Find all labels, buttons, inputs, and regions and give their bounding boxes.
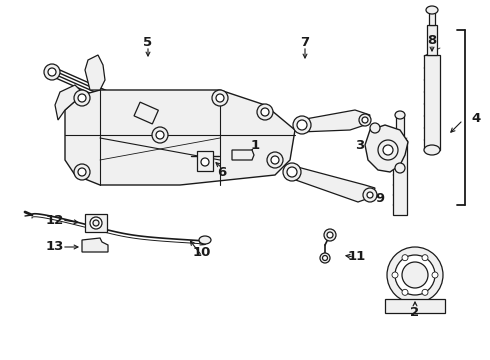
Text: 6: 6 bbox=[218, 166, 227, 179]
Polygon shape bbox=[65, 90, 295, 185]
Ellipse shape bbox=[199, 236, 211, 244]
Ellipse shape bbox=[402, 255, 408, 261]
Bar bbox=[396, 115, 404, 140]
Bar bbox=[429, 10, 435, 25]
Text: 11: 11 bbox=[348, 251, 366, 264]
Text: 12: 12 bbox=[46, 213, 64, 226]
Bar bbox=[85, 214, 107, 232]
Ellipse shape bbox=[212, 90, 228, 106]
Text: 10: 10 bbox=[193, 246, 211, 258]
Ellipse shape bbox=[422, 255, 428, 261]
Ellipse shape bbox=[402, 262, 428, 288]
Ellipse shape bbox=[362, 117, 368, 123]
Ellipse shape bbox=[424, 145, 440, 155]
Text: 8: 8 bbox=[427, 33, 437, 46]
Ellipse shape bbox=[387, 247, 443, 303]
Bar bbox=[197, 151, 213, 171]
Ellipse shape bbox=[320, 253, 330, 263]
Ellipse shape bbox=[422, 289, 428, 295]
Polygon shape bbox=[295, 110, 370, 132]
Ellipse shape bbox=[74, 90, 90, 106]
Text: 5: 5 bbox=[144, 36, 152, 49]
Ellipse shape bbox=[48, 68, 56, 76]
Polygon shape bbox=[82, 238, 108, 252]
Ellipse shape bbox=[327, 232, 333, 238]
Ellipse shape bbox=[322, 256, 327, 261]
Ellipse shape bbox=[261, 108, 269, 116]
Ellipse shape bbox=[370, 123, 380, 133]
Polygon shape bbox=[85, 55, 105, 90]
Ellipse shape bbox=[78, 168, 86, 176]
Polygon shape bbox=[134, 102, 158, 124]
Text: 2: 2 bbox=[411, 306, 419, 319]
Text: 9: 9 bbox=[375, 192, 385, 204]
Ellipse shape bbox=[90, 217, 102, 229]
Bar bbox=[424, 55, 440, 150]
Ellipse shape bbox=[156, 131, 164, 139]
Bar bbox=[427, 25, 437, 55]
Ellipse shape bbox=[74, 164, 90, 180]
Polygon shape bbox=[286, 165, 375, 202]
Ellipse shape bbox=[426, 6, 438, 14]
Ellipse shape bbox=[287, 167, 297, 177]
Text: 4: 4 bbox=[471, 112, 481, 125]
Ellipse shape bbox=[392, 272, 398, 278]
Ellipse shape bbox=[293, 116, 311, 134]
Ellipse shape bbox=[324, 229, 336, 241]
Ellipse shape bbox=[283, 163, 301, 181]
Text: 1: 1 bbox=[250, 139, 260, 152]
Polygon shape bbox=[232, 150, 254, 160]
Ellipse shape bbox=[216, 94, 224, 102]
Text: 7: 7 bbox=[300, 36, 310, 49]
Ellipse shape bbox=[78, 94, 86, 102]
Ellipse shape bbox=[367, 192, 373, 198]
Ellipse shape bbox=[271, 156, 279, 164]
Ellipse shape bbox=[359, 114, 371, 126]
Ellipse shape bbox=[44, 64, 60, 80]
Text: 13: 13 bbox=[46, 240, 64, 253]
Ellipse shape bbox=[152, 127, 168, 143]
Polygon shape bbox=[365, 125, 408, 172]
Ellipse shape bbox=[395, 111, 405, 119]
Ellipse shape bbox=[402, 289, 408, 295]
Ellipse shape bbox=[363, 188, 377, 202]
Ellipse shape bbox=[432, 272, 438, 278]
Ellipse shape bbox=[383, 145, 393, 155]
Ellipse shape bbox=[257, 104, 273, 120]
Bar bbox=[385, 299, 445, 313]
Ellipse shape bbox=[267, 152, 283, 168]
Ellipse shape bbox=[297, 120, 307, 130]
Ellipse shape bbox=[395, 163, 405, 173]
Bar bbox=[393, 140, 407, 215]
Polygon shape bbox=[55, 85, 82, 120]
Ellipse shape bbox=[93, 220, 99, 226]
Ellipse shape bbox=[201, 158, 209, 166]
Ellipse shape bbox=[395, 255, 435, 295]
Text: 3: 3 bbox=[355, 139, 365, 152]
Ellipse shape bbox=[378, 140, 398, 160]
